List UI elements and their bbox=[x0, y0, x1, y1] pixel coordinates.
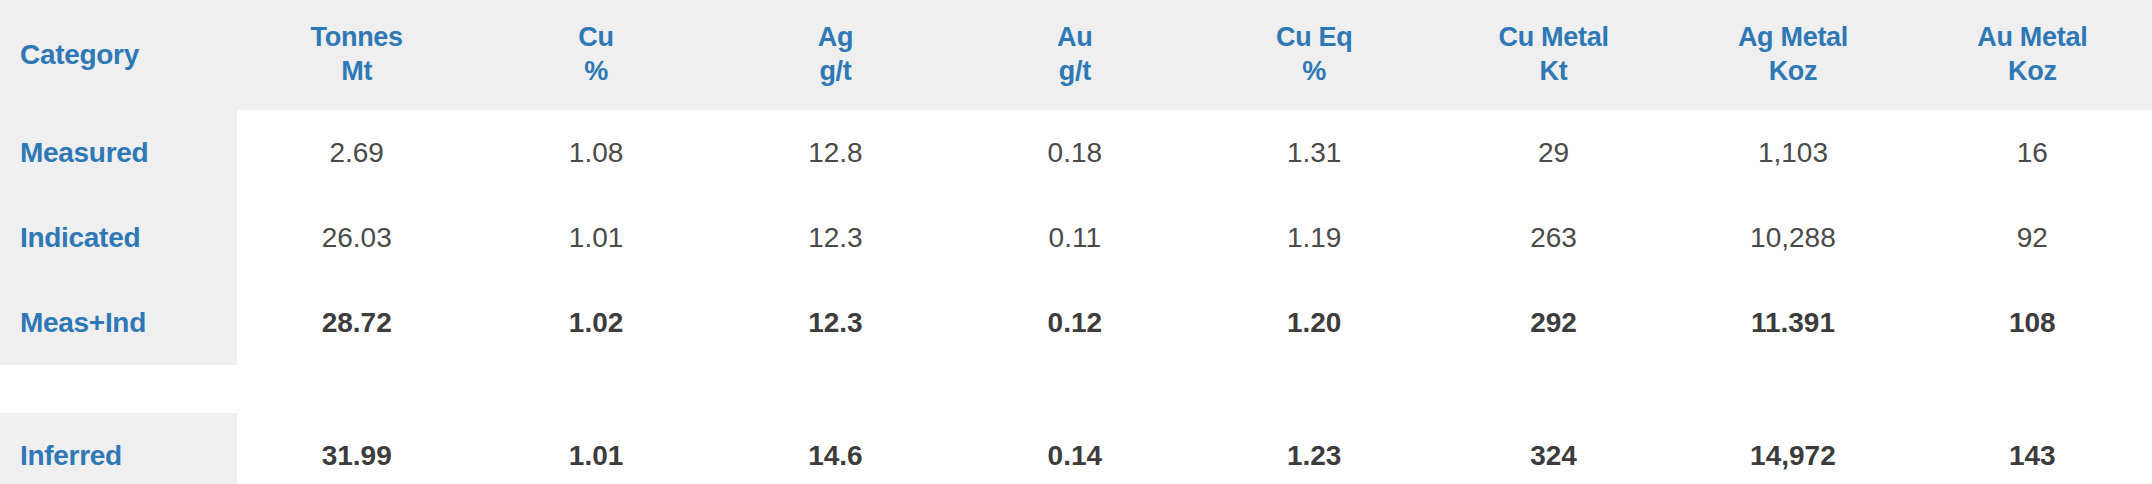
table-cell: 12.3 bbox=[716, 195, 955, 280]
table-cell: 14.6 bbox=[716, 413, 955, 484]
table-cell: 14,972 bbox=[1673, 413, 1912, 484]
column-header-label: Ag bbox=[818, 21, 853, 55]
spacer-cell bbox=[237, 365, 476, 413]
table-cell: 0.18 bbox=[955, 110, 1194, 195]
column-header-unit: Mt bbox=[341, 55, 372, 89]
table-cell: 31.99 bbox=[237, 413, 476, 484]
spacer-cell bbox=[716, 365, 955, 413]
spacer-cell bbox=[1195, 365, 1434, 413]
table-cell: 1.02 bbox=[476, 280, 715, 365]
table-cell: 0.14 bbox=[955, 413, 1194, 484]
column-header-tonnes: Tonnes Mt bbox=[237, 0, 476, 110]
table-cell: 29 bbox=[1434, 110, 1673, 195]
table-cell: 1.31 bbox=[1195, 110, 1434, 195]
table-cell: 0.11 bbox=[955, 195, 1194, 280]
table-cell: 1.01 bbox=[476, 195, 715, 280]
column-header-label: Au bbox=[1057, 21, 1092, 55]
column-header-au-metal: Au Metal Koz bbox=[1913, 0, 2152, 110]
table-cell: 16 bbox=[1913, 110, 2152, 195]
column-header-label: Ag Metal bbox=[1738, 21, 1848, 55]
row-category-label: Inferred bbox=[0, 413, 237, 484]
column-header-cueq: Cu Eq % bbox=[1195, 0, 1434, 110]
table-cell: 1.20 bbox=[1195, 280, 1434, 365]
table-cell: 143 bbox=[1913, 413, 2152, 484]
column-header-ag: Ag g/t bbox=[716, 0, 955, 110]
table-cell: 0.12 bbox=[955, 280, 1194, 365]
column-header-label: Cu bbox=[578, 21, 613, 55]
table-cell: 2.69 bbox=[237, 110, 476, 195]
column-header-unit: Koz bbox=[2008, 55, 2057, 89]
spacer-cell bbox=[0, 365, 237, 413]
spacer-cell bbox=[476, 365, 715, 413]
spacer-cell bbox=[1913, 365, 2152, 413]
spacer-cell bbox=[1434, 365, 1673, 413]
table-cell: 28.72 bbox=[237, 280, 476, 365]
table-cell: 1.08 bbox=[476, 110, 715, 195]
table-cell: 1,103 bbox=[1673, 110, 1912, 195]
column-header-label: Au Metal bbox=[1977, 21, 2087, 55]
table-cell: 324 bbox=[1434, 413, 1673, 484]
column-header-category: Category bbox=[0, 0, 237, 110]
row-category-label: Indicated bbox=[0, 195, 237, 280]
column-header-cu: Cu % bbox=[476, 0, 715, 110]
column-header-unit: Koz bbox=[1769, 55, 1818, 89]
column-header-au: Au g/t bbox=[955, 0, 1194, 110]
table-cell: 108 bbox=[1913, 280, 2152, 365]
spacer-cell bbox=[1673, 365, 1912, 413]
column-header-cu-metal: Cu Metal Kt bbox=[1434, 0, 1673, 110]
column-header-label: Tonnes bbox=[311, 21, 403, 55]
row-category-label: Meas+Ind bbox=[0, 280, 237, 365]
table-cell: 11.391 bbox=[1673, 280, 1912, 365]
table-cell: 10,288 bbox=[1673, 195, 1912, 280]
column-header-unit: g/t bbox=[1059, 55, 1091, 89]
mineral-resource-table: Category Tonnes Mt Cu % Ag g/t Au g/t Cu… bbox=[0, 0, 2152, 484]
row-category-label: Measured bbox=[0, 110, 237, 195]
table-cell: 1.23 bbox=[1195, 413, 1434, 484]
table-cell: 263 bbox=[1434, 195, 1673, 280]
column-header-unit: % bbox=[584, 55, 608, 89]
column-header-unit: % bbox=[1302, 55, 1326, 89]
column-header-label: Cu Metal bbox=[1499, 21, 1609, 55]
table-cell: 92 bbox=[1913, 195, 2152, 280]
spacer-cell bbox=[955, 365, 1194, 413]
table-cell: 26.03 bbox=[237, 195, 476, 280]
table-cell: 12.8 bbox=[716, 110, 955, 195]
table-cell: 12.3 bbox=[716, 280, 955, 365]
table-cell: 1.01 bbox=[476, 413, 715, 484]
table-cell: 1.19 bbox=[1195, 195, 1434, 280]
column-header-unit: g/t bbox=[819, 55, 851, 89]
column-header-label: Cu Eq bbox=[1276, 21, 1353, 55]
column-header-ag-metal: Ag Metal Koz bbox=[1673, 0, 1912, 110]
table-cell: 292 bbox=[1434, 280, 1673, 365]
column-header-unit: Kt bbox=[1540, 55, 1568, 89]
